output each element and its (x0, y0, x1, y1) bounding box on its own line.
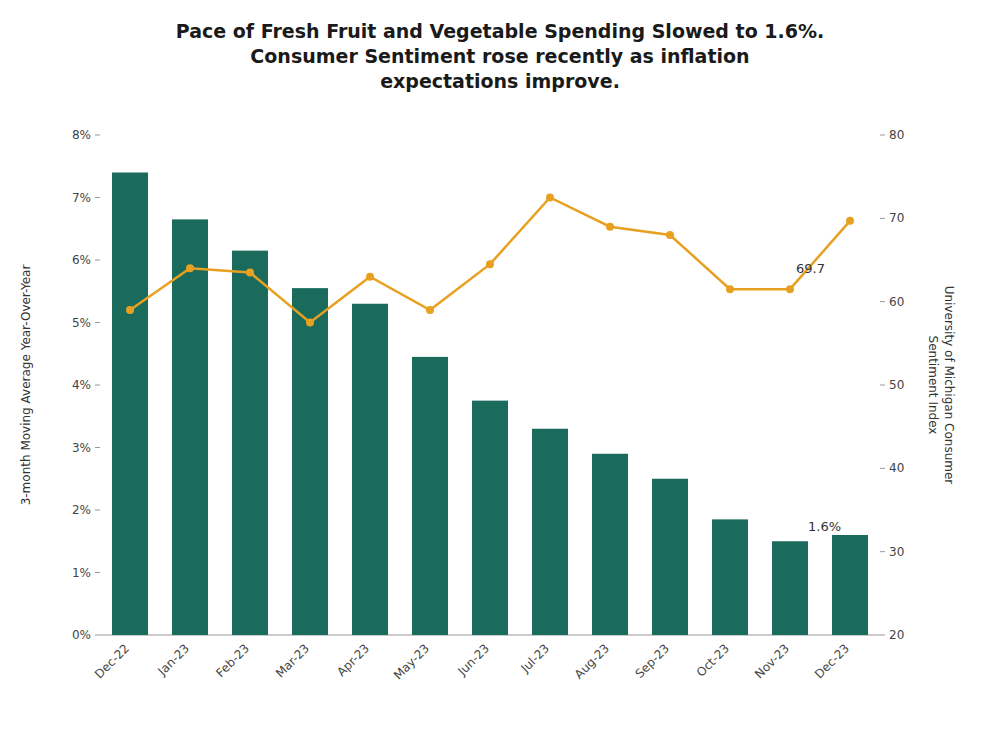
y2-tick (880, 468, 885, 469)
bar (232, 251, 268, 635)
line-marker (246, 269, 254, 277)
line-marker (846, 217, 854, 225)
y-tick (95, 447, 100, 448)
y-axis: 0% 1% 2% 3% 4% 5% 6% 7% 8% (72, 128, 100, 642)
y2-axis-label-line: University of Michigan Consumer (942, 286, 956, 485)
x-tick-label: Apr-23 (334, 641, 372, 679)
line-marker (666, 231, 674, 239)
marks (112, 173, 868, 636)
bar (112, 173, 148, 636)
x-tick-label: Feb-23 (213, 641, 252, 680)
x-tick-label: Oct-23 (694, 641, 732, 679)
y-tick (95, 322, 100, 323)
y-tick-label: 3% (72, 441, 91, 455)
annotation: 1.6% (808, 519, 841, 534)
bar (292, 288, 328, 635)
y-tick (95, 635, 100, 636)
y-tick-label: 6% (72, 253, 91, 267)
y-tick-label: 4% (72, 378, 91, 392)
y2-tick-label: 70 (889, 211, 904, 225)
line-marker (606, 223, 614, 231)
y2-tick (880, 135, 885, 136)
y2-axis-label-line: Sentiment Index (926, 336, 940, 435)
line-marker (126, 306, 134, 314)
x-tick-label: Sep-23 (632, 641, 672, 681)
y-tick-label: 1% (72, 566, 91, 580)
bar (832, 535, 868, 635)
line (130, 198, 850, 323)
bar (412, 357, 448, 635)
line-marker (306, 319, 314, 327)
bar (652, 479, 688, 635)
y2-tick-label: 50 (889, 378, 904, 392)
line-marker (486, 260, 494, 268)
line-marker (726, 285, 734, 293)
y-tick (95, 510, 100, 511)
x-tick-label: Nov-23 (752, 641, 792, 681)
y2-axis-label: University of Michigan ConsumerSentiment… (926, 286, 956, 485)
x-tick-label: Aug-23 (572, 641, 612, 681)
line-marker (786, 285, 794, 293)
title-line: expectations improve. (380, 70, 620, 92)
annotations: 1.6% 69.7 (796, 261, 841, 534)
y2-tick (880, 301, 885, 302)
y-tick (95, 135, 100, 136)
bar (712, 519, 748, 635)
y-tick (95, 572, 100, 573)
title-line: Pace of Fresh Fruit and Vegetable Spendi… (176, 20, 825, 42)
line-marker (366, 273, 374, 281)
y-tick (95, 385, 100, 386)
line-marker (186, 264, 194, 272)
y2-axis: 20 30 40 50 60 70 80 (880, 128, 904, 642)
x-tick-label: May-23 (391, 641, 432, 682)
y-tick (95, 197, 100, 198)
chart: Pace of Fresh Fruit and Vegetable Spendi… (0, 0, 1000, 750)
y2-tick-label: 40 (889, 461, 904, 475)
y-tick-label: 5% (72, 316, 91, 330)
x-tick-label: Jan-23 (155, 641, 193, 679)
line-marker (546, 194, 554, 202)
y-tick-label: 0% (72, 628, 91, 642)
y-tick-label: 7% (72, 191, 91, 205)
annotation: 69.7 (796, 261, 825, 276)
title-line: Consumer Sentiment rose recently as infl… (250, 45, 749, 67)
y2-tick (880, 551, 885, 552)
y-axis-label: 3-month Moving Average Year-Over-Year (19, 265, 33, 506)
title: Pace of Fresh Fruit and Vegetable Spendi… (176, 20, 825, 92)
x-axis: Dec-22 Jan-23 Feb-23 Mar-23 Apr-23 May-23 Jun-… (92, 641, 852, 682)
y2-tick-label: 80 (889, 128, 904, 142)
line-marker (426, 306, 434, 314)
bar (532, 429, 568, 635)
y2-tick (880, 218, 885, 219)
bar (472, 401, 508, 635)
y2-tick (880, 635, 885, 636)
bar (772, 541, 808, 635)
y-tick-label: 8% (72, 128, 91, 142)
y2-tick-label: 30 (889, 545, 904, 559)
y2-tick-label: 60 (889, 295, 904, 309)
x-tick-label: Dec-22 (92, 641, 132, 681)
y2-tick (880, 385, 885, 386)
y2-tick-label: 20 (889, 628, 904, 642)
x-tick-label: Jul-23 (517, 641, 552, 676)
x-tick-label: Mar-23 (273, 641, 312, 680)
y-tick-label: 2% (72, 503, 91, 517)
y-tick (95, 260, 100, 261)
bar (172, 219, 208, 635)
x-tick-label: Jun-23 (454, 641, 492, 679)
bar (352, 304, 388, 635)
x-tick-label: Dec-23 (812, 641, 852, 681)
bar (592, 454, 628, 635)
